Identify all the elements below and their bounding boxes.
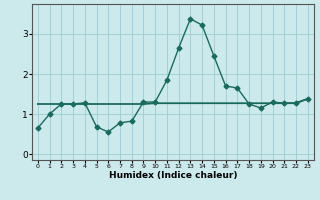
X-axis label: Humidex (Indice chaleur): Humidex (Indice chaleur): [108, 171, 237, 180]
